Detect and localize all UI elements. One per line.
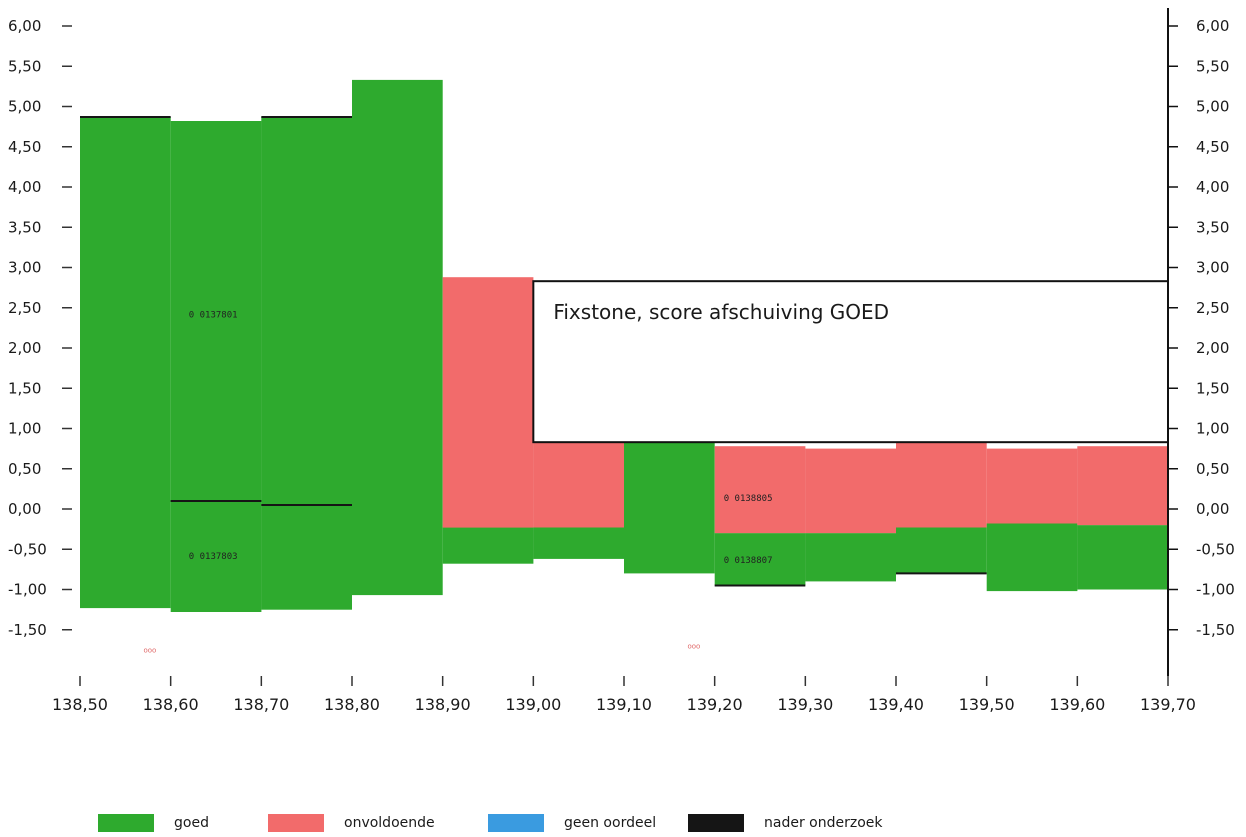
y-tick-label-left: 3,00 (8, 259, 41, 277)
x-tick-label: 138,90 (415, 695, 471, 714)
segment-id-label: 0 0138805 (724, 494, 773, 504)
x-tick-label: 139,20 (687, 695, 743, 714)
y-tick-label-right: 4,50 (1196, 138, 1229, 156)
legend-item-nader-onderzoek: nader onderzoek (688, 812, 883, 834)
y-tick-label-left: -0,50 (8, 540, 47, 558)
y-tick-label-left: 0,50 (8, 460, 41, 478)
y-tick-label-left: 2,50 (8, 299, 41, 317)
bar-segment-goed (805, 533, 896, 582)
bar-segment-goed (170, 121, 262, 612)
y-tick-label-left: 3,50 (8, 218, 41, 236)
y-tick-label-right: -0,50 (1196, 540, 1235, 558)
y-tick-label-right: 5,50 (1196, 57, 1229, 75)
legend-label-onvoldoende: onvoldoende (344, 815, 435, 831)
y-tick-label-right: -1,00 (1196, 581, 1235, 599)
bar-segment-goed (352, 79, 443, 596)
y-tick-label-left: 5,00 (8, 98, 41, 116)
x-tick-label: 139,70 (1140, 695, 1196, 714)
bar-segments (80, 79, 1168, 612)
x-tick-label: 138,80 (324, 695, 380, 714)
bar-segment-onvoldoende (442, 277, 534, 528)
bar-segment-goed (533, 527, 624, 559)
y-tick-label-right: 0,00 (1196, 500, 1229, 518)
x-tick-label: 139,10 (596, 695, 652, 714)
bar-segment-goed (986, 523, 1078, 592)
bar-segment-goed (261, 117, 352, 610)
legend: goed onvoldoende geen oordeel nader onde… (98, 812, 998, 834)
bar-segment-goed (1077, 525, 1168, 590)
y-tick-label-right: 6,00 (1196, 17, 1229, 35)
x-tick-label: 139,00 (505, 695, 561, 714)
y-tick-label-left: 0,00 (8, 500, 41, 518)
small-mark-label: ooo (687, 642, 700, 650)
bar-segment-onvoldoende (805, 448, 896, 534)
y-tick-label-left: 4,00 (8, 178, 41, 196)
bar-segment-goed (896, 527, 987, 574)
legend-item-onvoldoende: onvoldoende (268, 812, 435, 834)
y-tick-label-left: 5,50 (8, 57, 41, 75)
small-mark-label: ooo (143, 646, 156, 654)
bar-segment-goed (714, 533, 806, 586)
bar-segment-onvoldoende (1077, 446, 1168, 526)
legend-item-geen-oordeel: geen oordeel (488, 812, 656, 834)
legend-label-nader-onderzoek: nader onderzoek (764, 815, 883, 831)
annotation-box: Fixstone, score afschuiving GOED (532, 280, 1169, 444)
y-tick-label-right: 1,00 (1196, 420, 1229, 438)
annotation-rect (532, 280, 1169, 444)
legend-label-geen-oordeel: geen oordeel (564, 815, 657, 831)
y-tick-label-right: 5,00 (1196, 98, 1229, 116)
x-tick-label: 139,50 (959, 695, 1015, 714)
y-tick-label-right: 2,00 (1196, 339, 1229, 357)
segment-labels: 0 0137801 0 0137803 0 0138805 0 0138807 ooo o… (143, 310, 772, 654)
bar-segment-onvoldoende (896, 440, 987, 528)
legend-item-goed: goed (98, 812, 209, 834)
nader-onderzoek-lines (80, 115, 987, 587)
bar-segment-onvoldoende (714, 446, 806, 534)
chart-canvas: 0 0137801 0 0137803 0 0138805 0 0138807 ooo o… (8, 8, 1235, 714)
legend-swatch-geen-oordeel (488, 814, 544, 832)
annotation-text: Fixstone, score afschuiving GOED (553, 300, 889, 324)
bar-segment-goed (624, 442, 715, 574)
legend-swatch-goed (98, 814, 154, 832)
y-tick-label-left: 6,00 (8, 17, 41, 35)
x-tick-label: 139,30 (777, 695, 833, 714)
y-tick-label-left: 2,00 (8, 339, 41, 357)
legend-swatch-nader-onderzoek (688, 814, 744, 832)
x-tick-label: 139,40 (868, 695, 924, 714)
x-tick-label: 138,70 (233, 695, 289, 714)
segment-id-label: 0 0137801 (189, 310, 238, 320)
y-tick-label-right: 0,50 (1196, 460, 1229, 478)
y-tick-label-right: 1,50 (1196, 379, 1229, 397)
y-tick-label-right: 3,50 (1196, 218, 1229, 236)
y-tick-label-right: 2,50 (1196, 299, 1229, 317)
y-tick-label-right: -1,50 (1196, 621, 1235, 639)
x-tick-label: 138,50 (52, 695, 108, 714)
segment-id-label: 0 0137803 (189, 552, 238, 562)
y-tick-label-right: 4,00 (1196, 178, 1229, 196)
y-tick-label-right: 3,00 (1196, 259, 1229, 277)
axes: 6,00 5,50 5,00 4,50 4,00 3,50 3,00 2,50 2,00 1,50… (8, 8, 1235, 714)
bar-segment-goed (442, 527, 534, 564)
y-tick-label-left: -1,00 (8, 581, 47, 599)
y-tick-label-left: 4,50 (8, 138, 41, 156)
bar-segment-goed (80, 117, 171, 609)
x-tick-label: 138,60 (143, 695, 199, 714)
bar-segment-onvoldoende (533, 442, 624, 528)
y-tick-label-left: -1,50 (8, 621, 47, 639)
legend-label-goed: goed (174, 815, 209, 831)
y-tick-label-left: 1,50 (8, 379, 41, 397)
legend-swatch-onvoldoende (268, 814, 324, 832)
segment-id-label: 0 0138807 (724, 556, 773, 566)
x-tick-label: 139,60 (1049, 695, 1105, 714)
bar-segment-onvoldoende (986, 448, 1078, 524)
y-tick-label-left: 1,00 (8, 420, 41, 438)
